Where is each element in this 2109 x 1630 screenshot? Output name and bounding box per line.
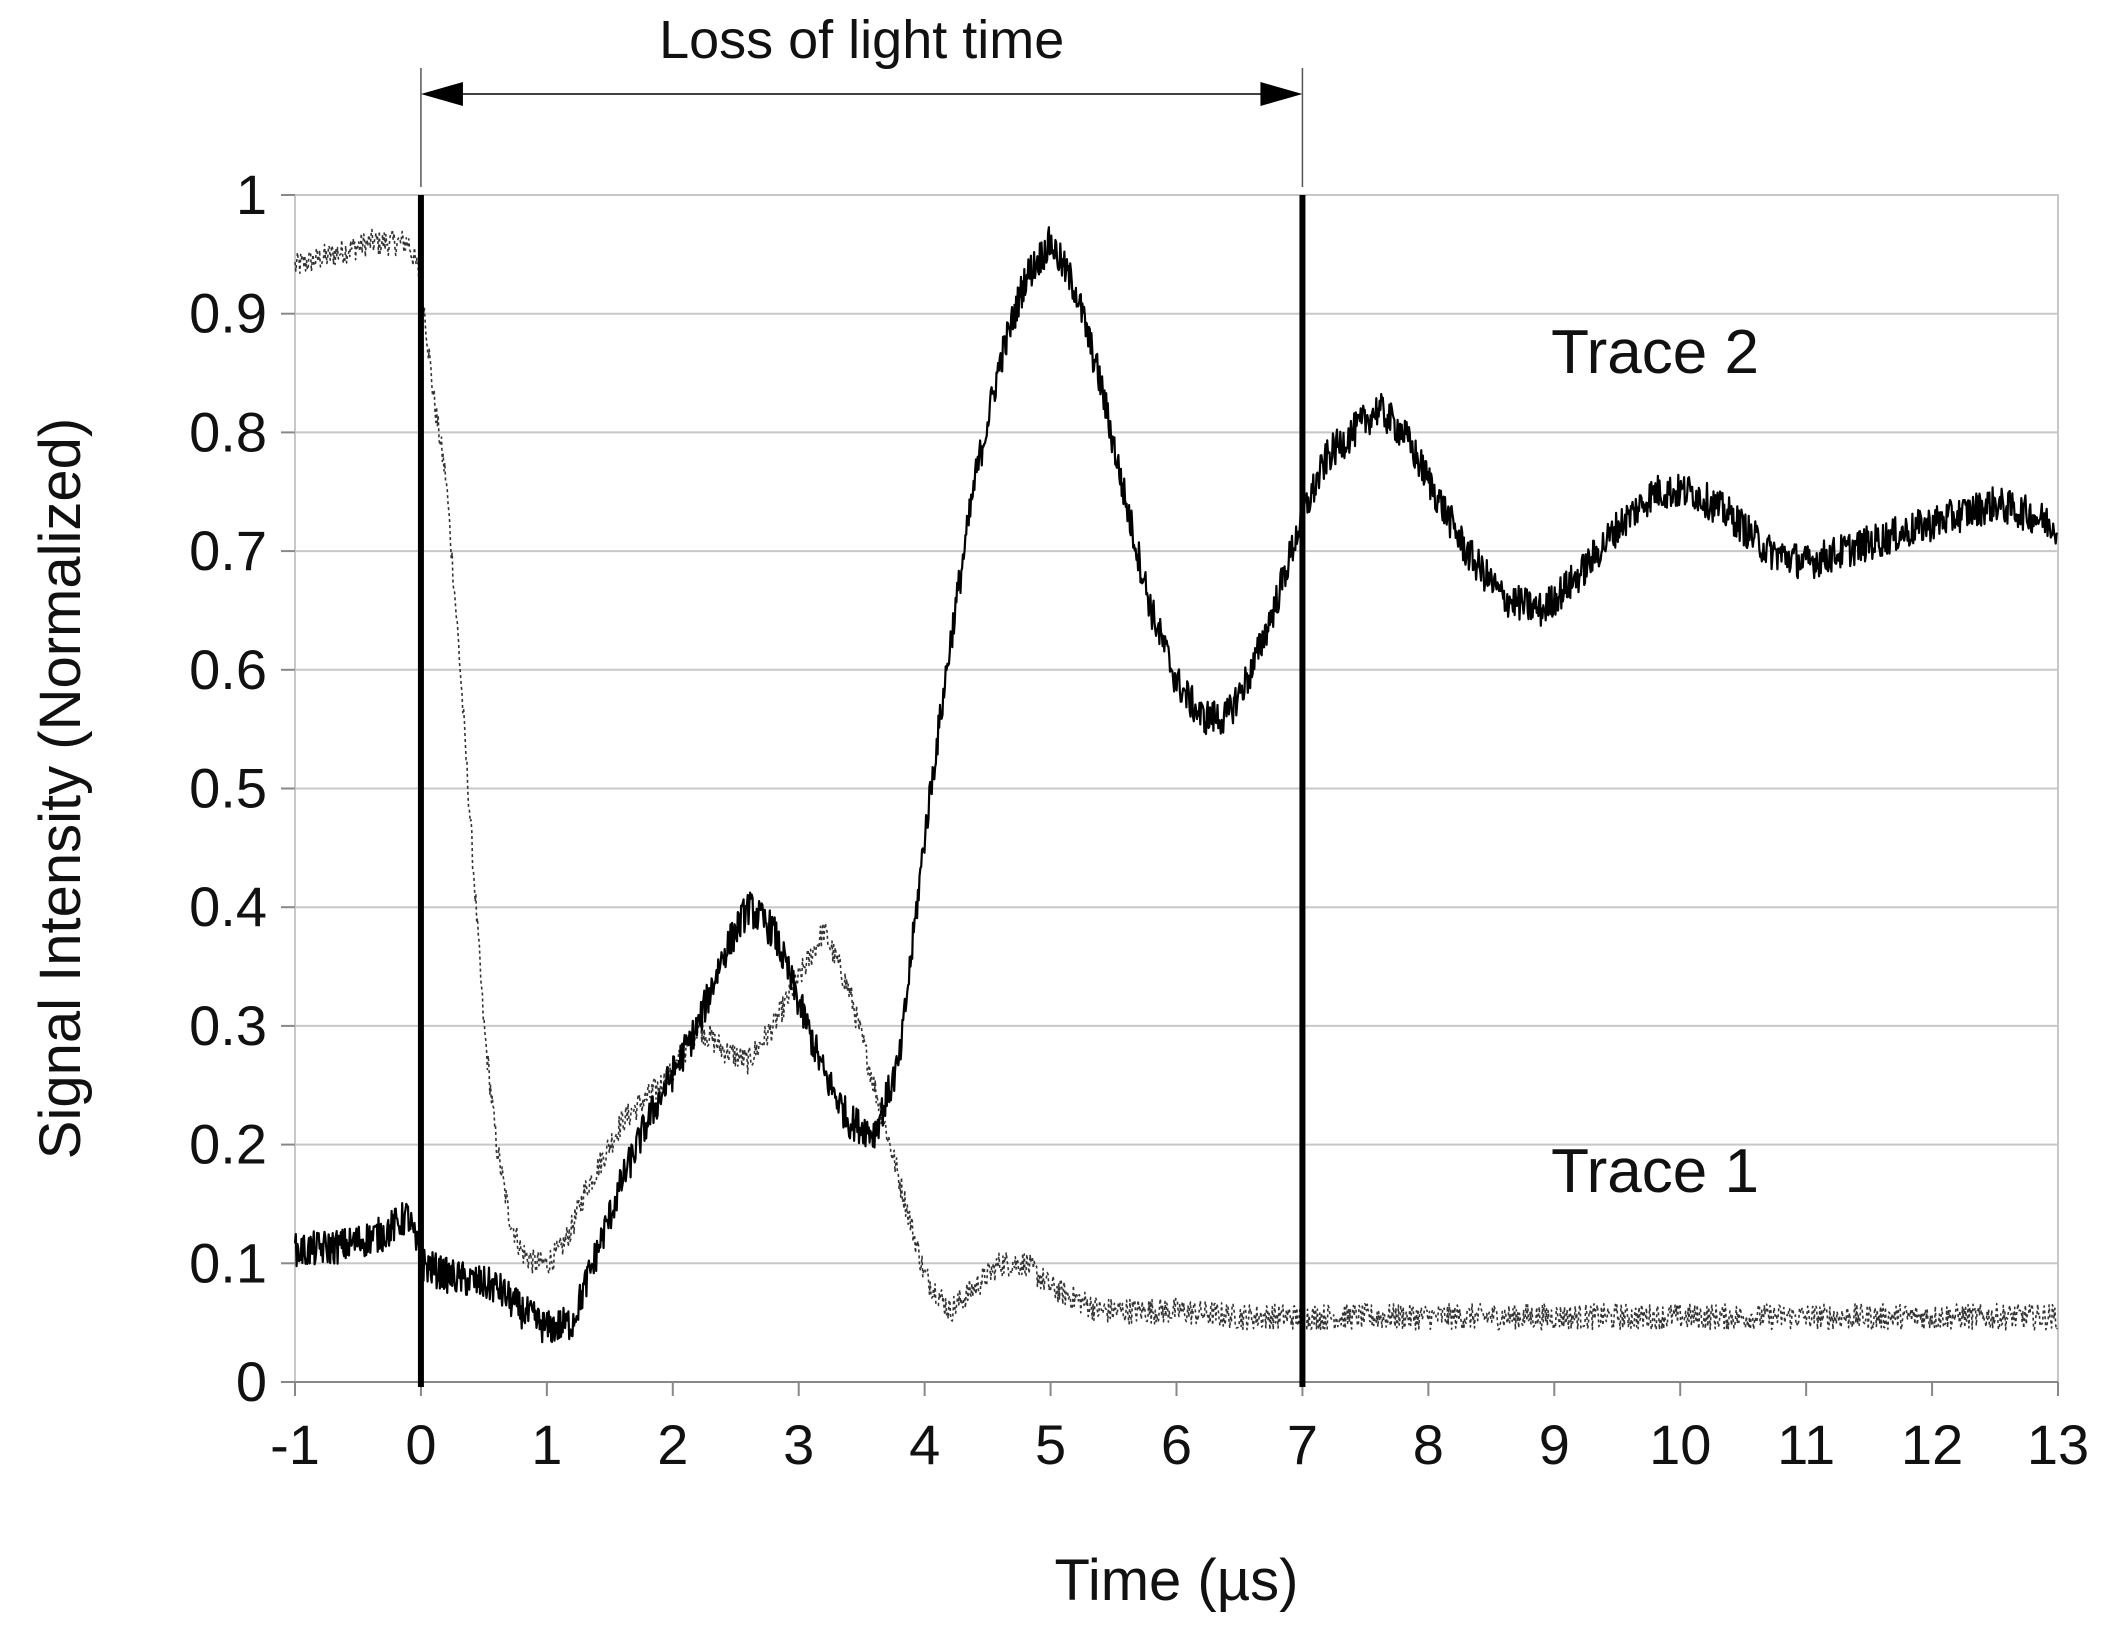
x-tick-label: 13: [2027, 1413, 2089, 1476]
series-line-trace-1: [294, 228, 2059, 1331]
x-tick-label: 9: [1539, 1413, 1570, 1476]
x-tick-label: 2: [657, 1413, 688, 1476]
trace-2-label: Trace 2: [1551, 318, 1759, 387]
trace-1-label: Trace 1: [1551, 1137, 1759, 1206]
x-tick-label: 8: [1413, 1413, 1444, 1476]
annotation-arrowhead-right: [1260, 82, 1303, 106]
annotation-arrowhead-left: [420, 82, 463, 106]
y-tick-label: 0.4: [189, 875, 267, 938]
x-tick-label: 3: [783, 1413, 814, 1476]
series-line-trace-2: [293, 226, 2059, 1344]
x-tick-label: -1: [270, 1413, 320, 1476]
y-tick-label: 0.2: [189, 1113, 267, 1176]
x-tick-label: 1: [531, 1413, 562, 1476]
y-tick-label: 0.3: [189, 994, 267, 1057]
y-tick-label: 0.1: [189, 1231, 267, 1294]
y-tick-label: 0.8: [189, 400, 267, 463]
x-tick-label: 4: [909, 1413, 940, 1476]
x-tick-label: 5: [1035, 1413, 1066, 1476]
y-axis-title: Signal Intensity (Normalized): [28, 418, 93, 1159]
x-tick-label: 6: [1161, 1413, 1192, 1476]
y-tick-label: 0.7: [189, 519, 267, 582]
y-tick-label: 0: [236, 1350, 267, 1413]
y-tick-label: 0.5: [189, 757, 267, 820]
x-tick-label: 0: [405, 1413, 436, 1476]
y-tick-label: 0.6: [189, 638, 267, 701]
y-tick-label: 0.9: [189, 282, 267, 345]
x-axis-title: Time (µs): [1055, 1548, 1299, 1613]
y-tick-label: 1: [236, 163, 267, 226]
x-tick-label: 11: [1777, 1413, 1835, 1476]
annotation-layer: Loss of light time: [420, 10, 1303, 106]
y-axis: 0 0.1 0.2 0.3 0.4 0.5 0.6 0.7 0.8 0.9 1: [189, 163, 295, 1413]
x-tick-label: 7: [1287, 1413, 1318, 1476]
loss-of-light-annotation-label: Loss of light time: [659, 10, 1064, 70]
x-tick-label: 10: [1649, 1413, 1711, 1476]
series-layer: [293, 226, 2059, 1344]
x-tick-label: 12: [1901, 1413, 1963, 1476]
x-axis: -1 0 1 2 3 4 5 6 7 8 9 10 11 12 13: [270, 1381, 2089, 1476]
marker-layer: [417, 68, 1306, 1387]
